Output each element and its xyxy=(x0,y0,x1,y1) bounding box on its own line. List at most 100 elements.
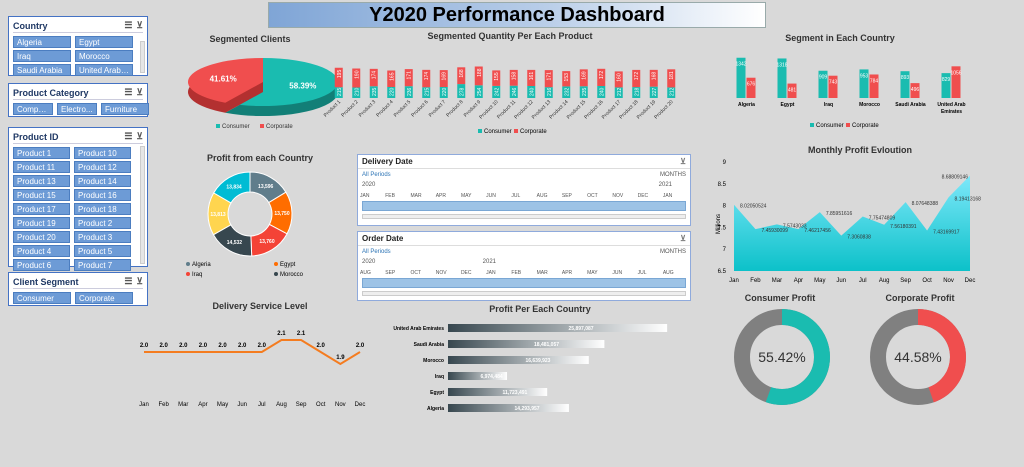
timeline-month[interactable]: DEC xyxy=(460,270,472,276)
slicer-item-product[interactable]: Product 10 xyxy=(74,147,131,159)
timeline-label: Delivery Date xyxy=(362,157,413,166)
slicer-item-country[interactable]: Saudi Arabia xyxy=(13,64,71,76)
segmented-quantity-chart: 195 215 Product 1 190 210 Product 2 174 235 Prod… xyxy=(323,66,676,135)
chart-title: Consumer Profit xyxy=(744,293,816,303)
all-periods-link[interactable]: All Periods xyxy=(362,172,391,178)
clear-filter-icon[interactable]: ⊻ xyxy=(680,157,686,166)
data-label: 212 xyxy=(669,87,675,96)
slicer-item-product[interactable]: Product 3 xyxy=(74,231,131,243)
clear-filter-icon[interactable]: ⊻ xyxy=(136,131,143,141)
clear-filter-icon[interactable]: ⊻ xyxy=(136,20,143,30)
scrollbar[interactable] xyxy=(140,146,145,264)
slicer-item-category[interactable]: Furniture xyxy=(101,103,149,115)
timeline-month[interactable]: FEB xyxy=(511,270,522,276)
clear-filter-icon[interactable]: ⊻ xyxy=(136,276,143,286)
bar-consumer xyxy=(818,70,828,98)
scrollbar[interactable] xyxy=(140,41,145,73)
slicer-item-product[interactable]: Product 20 xyxy=(13,231,70,243)
data-label: 242 xyxy=(494,87,500,96)
slicer-item-product[interactable]: Product 13 xyxy=(13,175,70,187)
timeline-month[interactable]: SEP xyxy=(385,270,396,276)
slicer-item-category[interactable]: Compu... xyxy=(13,103,53,115)
clear-filter-icon[interactable]: ⊻ xyxy=(680,234,686,243)
timeline-month[interactable]: AUG xyxy=(536,193,548,199)
data-label: 171 xyxy=(407,71,413,80)
data-label: 909 xyxy=(819,75,828,81)
slicer-item-category[interactable]: Electro... xyxy=(57,103,97,115)
legend-label: Algeria xyxy=(192,262,211,268)
timeline-month[interactable]: JAN xyxy=(360,193,370,199)
timeline-month[interactable]: JAN xyxy=(486,270,496,276)
multi-select-icon[interactable]: ☰ xyxy=(124,20,133,30)
timeline-month[interactable]: JAN xyxy=(662,193,673,199)
timeline-month[interactable]: AUG xyxy=(360,270,371,276)
timeline-month[interactable]: JUN xyxy=(486,193,496,199)
slicer-item-segment[interactable]: Corporate xyxy=(75,292,133,304)
timeline-month[interactable]: SEP xyxy=(561,193,572,199)
bar xyxy=(448,372,508,380)
timeline-month[interactable]: NOV xyxy=(435,270,447,276)
timeline-month[interactable]: OCT xyxy=(587,193,598,199)
slicer-item-country[interactable]: Egypt xyxy=(75,36,133,48)
timeline-month[interactable]: JUL xyxy=(637,270,647,276)
timeline-month[interactable]: AUG xyxy=(662,270,674,276)
tick-label: Jun xyxy=(836,278,846,284)
bar-consumer xyxy=(597,86,606,98)
segmented-clients-chart: 58.39% 41.61% Consumer Corporate xyxy=(188,58,338,130)
timeline-month[interactable]: MAY xyxy=(460,193,472,199)
tick-label: Feb xyxy=(158,402,169,408)
bar-consumer xyxy=(457,84,466,98)
chart-title: Segmented Quantity Per Each Product xyxy=(427,31,593,41)
tick-label: Jul xyxy=(258,402,266,408)
slicer-item-product[interactable]: Product 16 xyxy=(74,189,131,201)
multi-select-icon[interactable]: ☰ xyxy=(124,131,133,141)
timeline-month[interactable]: OCT xyxy=(410,270,422,276)
timeline-month[interactable]: APR xyxy=(435,193,446,199)
slicer-item-product[interactable]: Product 1 xyxy=(13,147,70,159)
slicer-item-country[interactable]: Algeria xyxy=(13,36,71,48)
all-periods-link[interactable]: All Periods xyxy=(362,249,391,255)
timeline-month[interactable]: NOV xyxy=(612,193,624,199)
timeline-scrollbar[interactable] xyxy=(362,214,686,219)
slicer-item-country[interactable]: Morocco xyxy=(75,50,133,62)
slicer-item-product[interactable]: Product 11 xyxy=(13,161,70,173)
slicer-item-country[interactable]: Iraq xyxy=(13,50,71,62)
slicer-item-product[interactable]: Product 12 xyxy=(74,161,131,173)
timeline-month[interactable]: APR xyxy=(561,270,573,276)
timeline-month[interactable]: MAR xyxy=(410,193,422,199)
timeline-selection-bar[interactable] xyxy=(362,278,686,288)
timeline-month[interactable]: JUL xyxy=(511,193,521,199)
slicer-item-country[interactable]: United Arab ... xyxy=(75,64,133,76)
legend-swatch xyxy=(186,262,190,266)
clear-filter-icon[interactable]: ⊻ xyxy=(136,87,143,97)
timeline-selection-bar[interactable] xyxy=(362,201,686,211)
timeline-month[interactable]: FEB xyxy=(385,193,395,199)
tick-label: Oct xyxy=(922,278,932,284)
slicer-item-product[interactable]: Product 7 xyxy=(74,259,131,271)
slicer-item-product[interactable]: Product 14 xyxy=(74,175,131,187)
bar-consumer xyxy=(614,87,623,98)
time-unit-dropdown[interactable]: MONTHS xyxy=(660,172,686,178)
multi-select-icon[interactable]: ☰ xyxy=(124,87,133,97)
slicer-item-product[interactable]: Product 5 xyxy=(74,245,131,257)
multi-select-icon[interactable]: ☰ xyxy=(124,276,133,286)
slicer-item-product[interactable]: Product 15 xyxy=(13,189,70,201)
timeline-scrollbar[interactable] xyxy=(362,291,686,296)
slicer-item-product[interactable]: Product 19 xyxy=(13,217,70,229)
bar-consumer xyxy=(509,85,518,98)
timeline-month[interactable]: DEC xyxy=(637,193,649,199)
slicer-item-product[interactable]: Product 4 xyxy=(13,245,70,257)
tick-label: Dec xyxy=(965,278,976,284)
slicer-item-product[interactable]: Product 2 xyxy=(74,217,131,229)
slicer-item-product[interactable]: Product 17 xyxy=(13,203,70,215)
bar-corporate xyxy=(492,70,501,86)
time-unit-dropdown[interactable]: MONTHS xyxy=(660,249,686,255)
slicer-item-product[interactable]: Product 6 xyxy=(13,259,70,271)
data-label: 11,723,491 xyxy=(503,390,528,396)
bar-corporate xyxy=(439,70,448,87)
slicer-item-segment[interactable]: Consumer xyxy=(13,292,71,304)
timeline-month[interactable]: MAY xyxy=(587,270,598,276)
timeline-month[interactable]: JUN xyxy=(612,270,623,276)
slicer-item-product[interactable]: Product 18 xyxy=(74,203,131,215)
timeline-month[interactable]: MAR xyxy=(536,270,548,276)
